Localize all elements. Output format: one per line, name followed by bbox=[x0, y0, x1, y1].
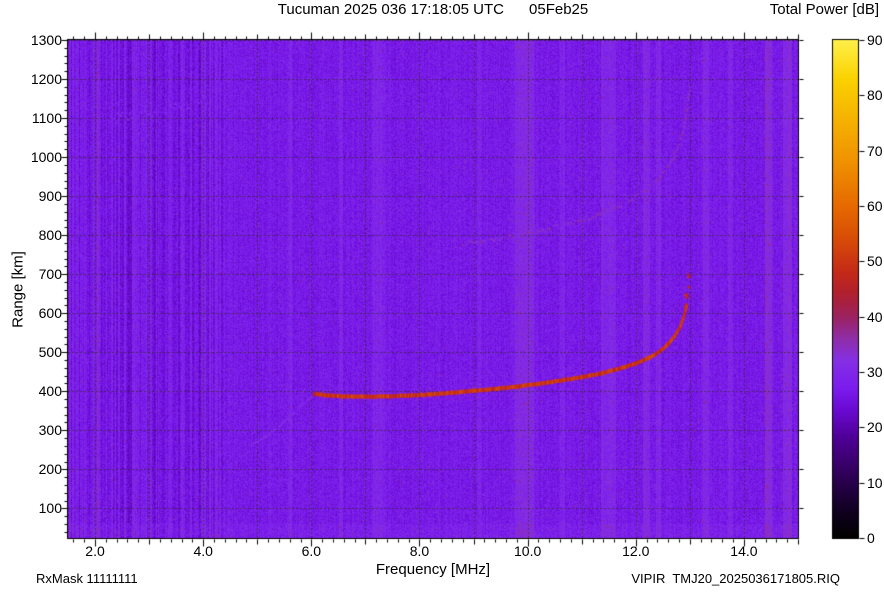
colorbar-tick-label: 90 bbox=[867, 32, 883, 48]
colorbar-tick-label: 20 bbox=[867, 419, 883, 436]
colorbar-tick-label: 70 bbox=[867, 142, 883, 159]
colorbar-tick-label: 0 bbox=[867, 530, 875, 546]
y-tick-label: 400 bbox=[38, 383, 62, 400]
colorbar-tick-label: 50 bbox=[867, 253, 883, 270]
x-axis-label: Frequency [MHz] bbox=[375, 561, 491, 578]
x-tick-label: 12.0 bbox=[622, 543, 650, 559]
x-tick-label: 14.0 bbox=[730, 543, 758, 559]
y-tick-label: 800 bbox=[38, 227, 62, 244]
y-tick-label: 1300 bbox=[30, 32, 62, 48]
y-tick-label: 1000 bbox=[30, 149, 62, 166]
y-tick-label: 600 bbox=[38, 305, 62, 322]
y-tick-label: 1200 bbox=[30, 71, 62, 88]
x-tick-label: 2.0 bbox=[85, 543, 105, 559]
plot-title: Tucuman 2025 036 17:18:05 UTC 05Feb25 bbox=[277, 1, 589, 18]
y-axis-label: Range [km] bbox=[9, 251, 27, 328]
y-tick-label: 900 bbox=[38, 188, 62, 205]
colorbar-tick-label: 10 bbox=[867, 474, 883, 491]
y-tick-label: 100 bbox=[38, 500, 62, 517]
colorbar-tick-label: 60 bbox=[867, 198, 883, 214]
filename-annotation: VIPIR TMJ20_2025036171805.RIQ bbox=[631, 571, 840, 586]
x-tick-label: 4.0 bbox=[193, 543, 213, 559]
y-tick-label: 700 bbox=[38, 266, 62, 283]
x-tick-label: 6.0 bbox=[301, 543, 322, 559]
rxmask-annotation: RxMask 11111111 bbox=[36, 571, 138, 586]
colorbar-tick-label: 80 bbox=[867, 87, 883, 104]
y-tick-label: 200 bbox=[38, 461, 62, 478]
x-tick-label: 10.0 bbox=[514, 543, 542, 559]
colorbar-tick-label: 30 bbox=[867, 364, 883, 380]
colorbar-tick-label: 40 bbox=[867, 308, 883, 325]
y-tick-label: 1100 bbox=[31, 110, 62, 127]
y-tick-label: 500 bbox=[38, 344, 62, 361]
x-tick-label: 8.0 bbox=[409, 543, 430, 559]
y-tick-label: 300 bbox=[38, 422, 62, 439]
colorbar-title: Total Power [dB] bbox=[769, 1, 879, 18]
